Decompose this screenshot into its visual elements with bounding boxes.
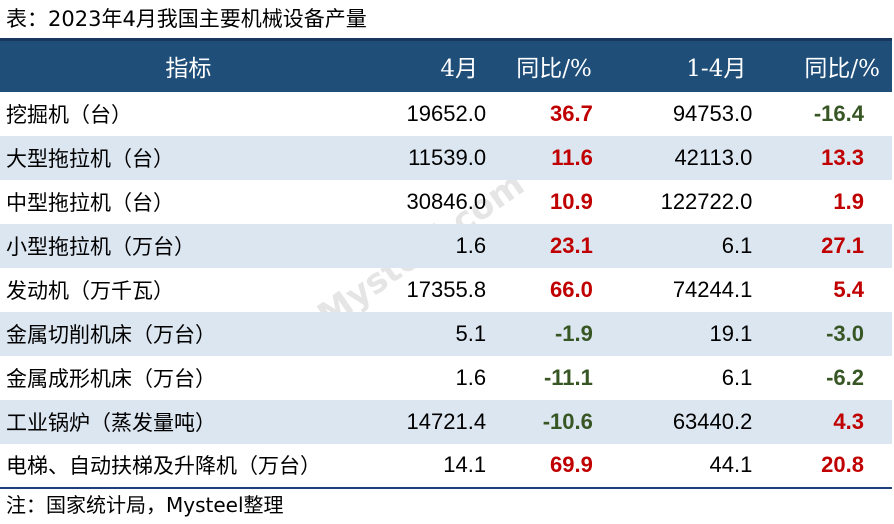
ytd-yoy: -3.0 (826, 320, 864, 346)
ytd-yoy: 1.9 (833, 188, 864, 214)
table-row: 中型拖拉机（台） 30846.0 10.9 122722.0 1.9 (0, 180, 892, 224)
april-value: 19652.0 (406, 100, 487, 126)
source-note: 注：国家统计局，Mysteel整理 (6, 493, 284, 517)
production-table: 指标 4月 同比/% 1-4月 同比/% 挖掘机（台） 19652.0 36.7 94… (0, 38, 892, 489)
april-value: 11539.0 (408, 144, 487, 170)
row-label: 发动机（万千瓦） (6, 278, 174, 303)
april-yoy: -11.1 (543, 364, 593, 390)
ytd-value: 74244.1 (672, 276, 753, 302)
table-row: 大型拖拉机（台） 11539.0 11.6 42113.0 13.3 (0, 135, 892, 180)
april-value: 14.1 (443, 452, 487, 477)
row-label: 电梯、自动扶梯及升降机（万台） (6, 454, 321, 478)
april-value: 30846.0 (406, 188, 487, 214)
ytd-value: 44.1 (709, 452, 753, 477)
table-row: 工业锅炉（蒸发量吨） 14721.4 -10.6 63440.2 4.3 (0, 399, 892, 444)
april-yoy: 69.9 (550, 452, 593, 477)
header-yoy-ytd: 同比/% (804, 56, 880, 83)
ytd-yoy: 13.3 (821, 144, 864, 170)
table-row: 小型拖拉机（万台） 1.6 23.1 6.1 27.1 (0, 223, 892, 268)
april-yoy: -10.6 (542, 408, 593, 434)
row-label: 中型拖拉机（台） (6, 190, 174, 215)
april-yoy: 23.1 (550, 232, 593, 258)
april-value: 14721.4 (406, 408, 487, 434)
april-yoy: 66.0 (550, 276, 593, 302)
april-value: 1.6 (455, 364, 487, 390)
april-value: 1.6 (455, 232, 487, 258)
ytd-yoy: -16.4 (813, 100, 864, 126)
ytd-value: 63440.2 (672, 408, 753, 434)
april-value: 17355.8 (406, 276, 487, 302)
table-row: 发动机（万千瓦） 17355.8 66.0 74244.1 5.4 (0, 268, 892, 312)
ytd-yoy: 4.3 (833, 408, 864, 434)
ytd-value: 19.1 (709, 320, 753, 346)
april-yoy: 36.7 (550, 100, 593, 126)
april-yoy: 10.9 (550, 188, 593, 214)
ytd-value: 6.1 (721, 232, 753, 258)
row-label: 工业锅炉（蒸发量吨） (6, 410, 216, 435)
table-row: 金属成形机床（万台） 1.6 -11.1 6.1 -6.2 (0, 356, 892, 400)
ytd-yoy: 5.4 (833, 276, 864, 302)
april-yoy: -1.9 (554, 320, 593, 346)
header-indicator: 指标 (165, 56, 212, 83)
header-april: 4月 (440, 56, 479, 83)
row-label: 小型拖拉机（万台） (6, 234, 195, 259)
header-jan-apr: 1-4月 (686, 56, 747, 83)
ytd-value: 6.1 (721, 364, 753, 390)
header-yoy-april: 同比/% (516, 56, 592, 83)
ytd-yoy: 20.8 (821, 452, 864, 477)
row-label: 金属成形机床（万台） (6, 366, 216, 391)
ytd-value: 42113.0 (674, 144, 753, 170)
row-label: 金属切削机床（万台） (6, 322, 216, 347)
table-title: 表：2023年4月我国主要机械设备产量 (6, 7, 367, 31)
table-row: 挖掘机（台） 19652.0 36.7 94753.0 -16.4 (0, 92, 892, 136)
ytd-yoy: -6.2 (826, 364, 864, 390)
ytd-value: 122722.0 (660, 188, 753, 214)
table-row: 金属切削机床（万台） 5.1 -1.9 19.1 -3.0 (0, 311, 892, 356)
april-value: 5.1 (455, 320, 487, 346)
table-row: 电梯、自动扶梯及升降机（万台） 14.1 69.9 44.1 20.8 (0, 444, 892, 488)
ytd-yoy: 27.1 (821, 232, 864, 258)
row-label: 大型拖拉机（台） (6, 146, 174, 171)
table-header: 指标 4月 同比/% 1-4月 同比/% (0, 39, 892, 92)
ytd-value: 94753.0 (672, 100, 753, 126)
april-yoy: 11.6 (551, 144, 593, 170)
row-label: 挖掘机（台） (6, 102, 132, 127)
